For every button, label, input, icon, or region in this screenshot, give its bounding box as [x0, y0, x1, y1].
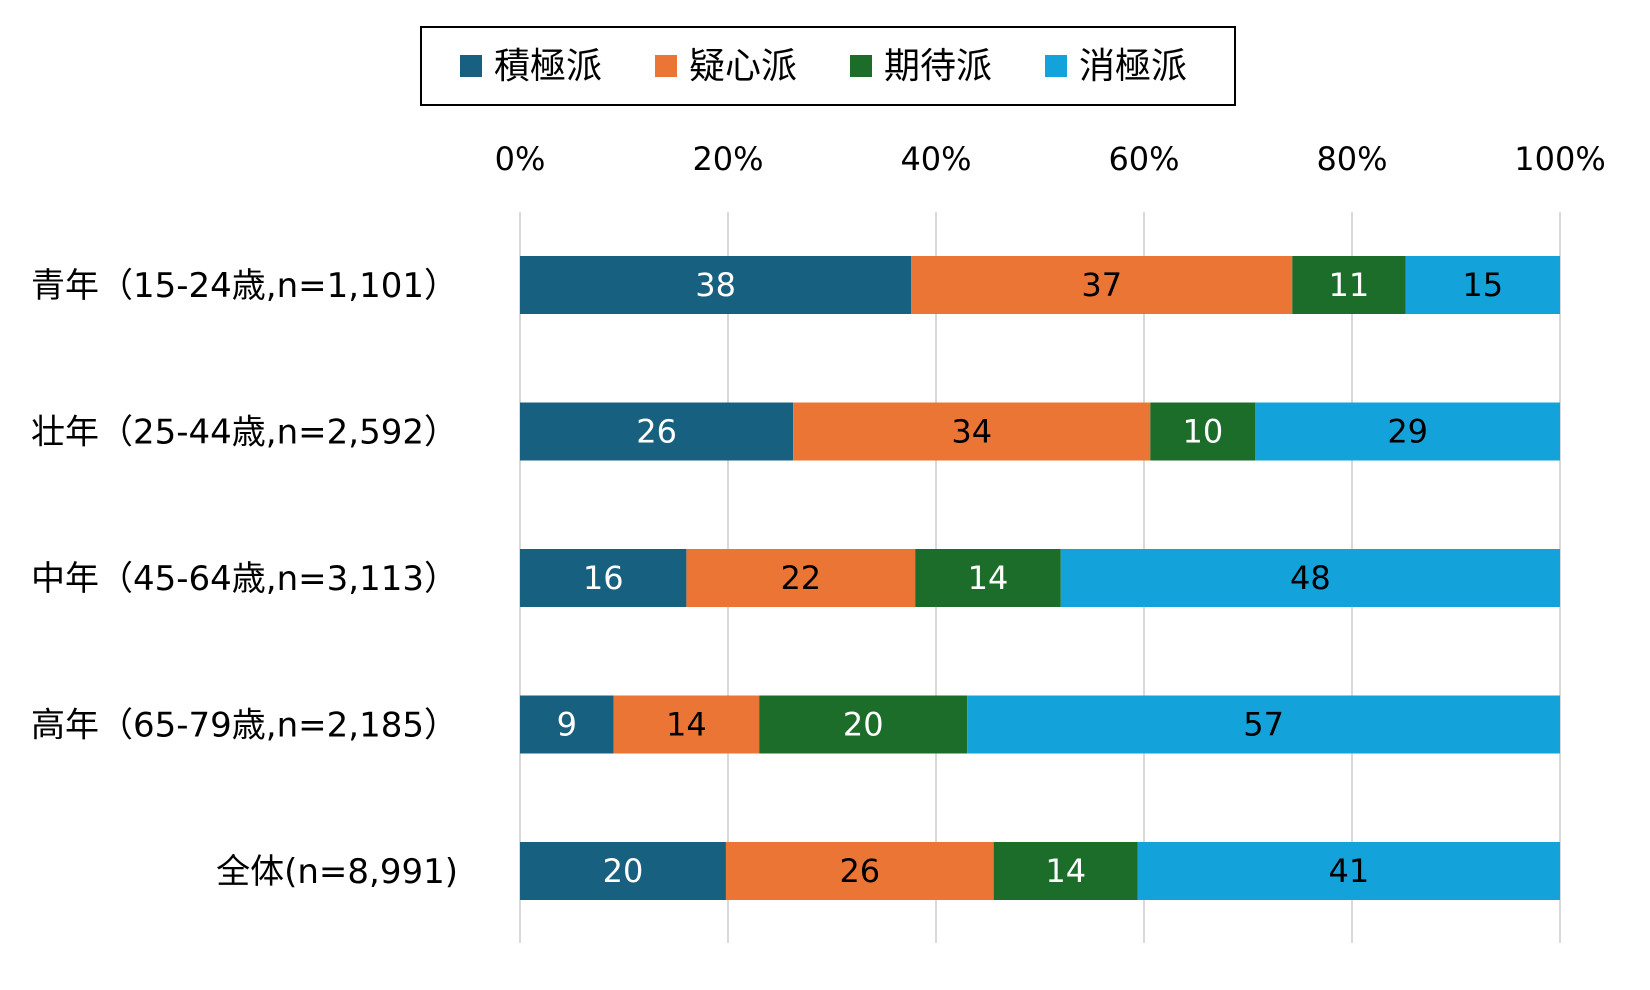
x-tick-label: 20% [692, 140, 763, 178]
bar-segment [993, 842, 1138, 900]
bar-segment [613, 695, 760, 754]
bar-segment [1405, 256, 1560, 314]
bar-value-label: 41 [1329, 852, 1370, 890]
bar-segment [1292, 256, 1406, 314]
bar-value-label: 9 [557, 706, 577, 744]
bar-value-label: 26 [839, 852, 880, 890]
bar-segment [915, 549, 1061, 607]
bar-segment [793, 402, 1151, 461]
legend-box [420, 26, 1236, 106]
bar-value-label: 38 [695, 266, 736, 304]
bar-value-label: 57 [1243, 706, 1284, 744]
category-label: 中年（45-64歳,n=3,113） [31, 559, 458, 599]
category-labels: 青年（15-24歳,n=1,101） 壮年（25-44歳,n=2,592） 中年（4… [31, 266, 458, 892]
category-label: 壮年（25-44歳,n=2,592） [31, 413, 458, 453]
bar-value-label: 48 [1290, 559, 1331, 597]
x-tick-label: 100% [1514, 140, 1605, 178]
bar-segment [1255, 402, 1560, 461]
legend-label: 積極派 [494, 46, 602, 87]
legend-swatch [655, 55, 677, 77]
bar-segment [1137, 842, 1560, 900]
bar-segment [686, 549, 916, 607]
bar-segment [520, 256, 912, 314]
bars: 38 37 11 15 26 34 10 29 16 22 14 48 9 14 20 57 20 26 14 41 [520, 256, 1560, 900]
bar-value-label: 22 [780, 559, 821, 597]
bar-segment [725, 842, 994, 900]
bar-segment [520, 842, 726, 900]
x-tick-label: 40% [900, 140, 971, 178]
bar-value-label: 10 [1182, 413, 1223, 451]
category-label: 高年（65-79歳,n=2,185） [31, 706, 458, 746]
x-tick-label: 60% [1108, 140, 1179, 178]
bar-segment [520, 695, 614, 754]
bar-value-label: 14 [968, 559, 1009, 597]
x-axis-ticks: 0% 20% 40% 60% 80% 100% [495, 140, 1606, 178]
bar-segment [1150, 402, 1256, 461]
bar-segment [911, 256, 1293, 314]
bar-segment [967, 695, 1560, 754]
bar-value-label: 14 [1045, 852, 1086, 890]
bar-value-label: 14 [666, 706, 707, 744]
bar-segment [759, 695, 968, 754]
x-tick-label: 80% [1316, 140, 1387, 178]
legend-swatch [850, 55, 872, 77]
x-tick-label: 0% [495, 140, 546, 178]
bar-segment [520, 402, 794, 461]
bar-value-label: 20 [843, 706, 884, 744]
legend-label: 消極派 [1079, 46, 1187, 87]
legend: 積極派 疑心派 期待派 消極派 [420, 26, 1236, 106]
bar-value-label: 26 [636, 413, 677, 451]
bar-segment [1060, 549, 1560, 607]
category-label: 青年（15-24歳,n=1,101） [31, 266, 458, 306]
bar-value-label: 34 [951, 413, 992, 451]
legend-label: 疑心派 [689, 46, 797, 87]
category-label: 全体(n=8,991) [216, 852, 458, 892]
bar-value-label: 20 [603, 852, 644, 890]
bar-value-label: 37 [1081, 266, 1122, 304]
bar-value-label: 16 [583, 559, 624, 597]
bar-value-label: 15 [1462, 266, 1503, 304]
legend-swatch [460, 55, 482, 77]
bar-segment [520, 549, 687, 607]
bar-value-label: 29 [1387, 413, 1428, 451]
legend-swatch [1045, 55, 1067, 77]
legend-label: 期待派 [884, 46, 992, 87]
bar-value-label: 11 [1329, 266, 1370, 304]
